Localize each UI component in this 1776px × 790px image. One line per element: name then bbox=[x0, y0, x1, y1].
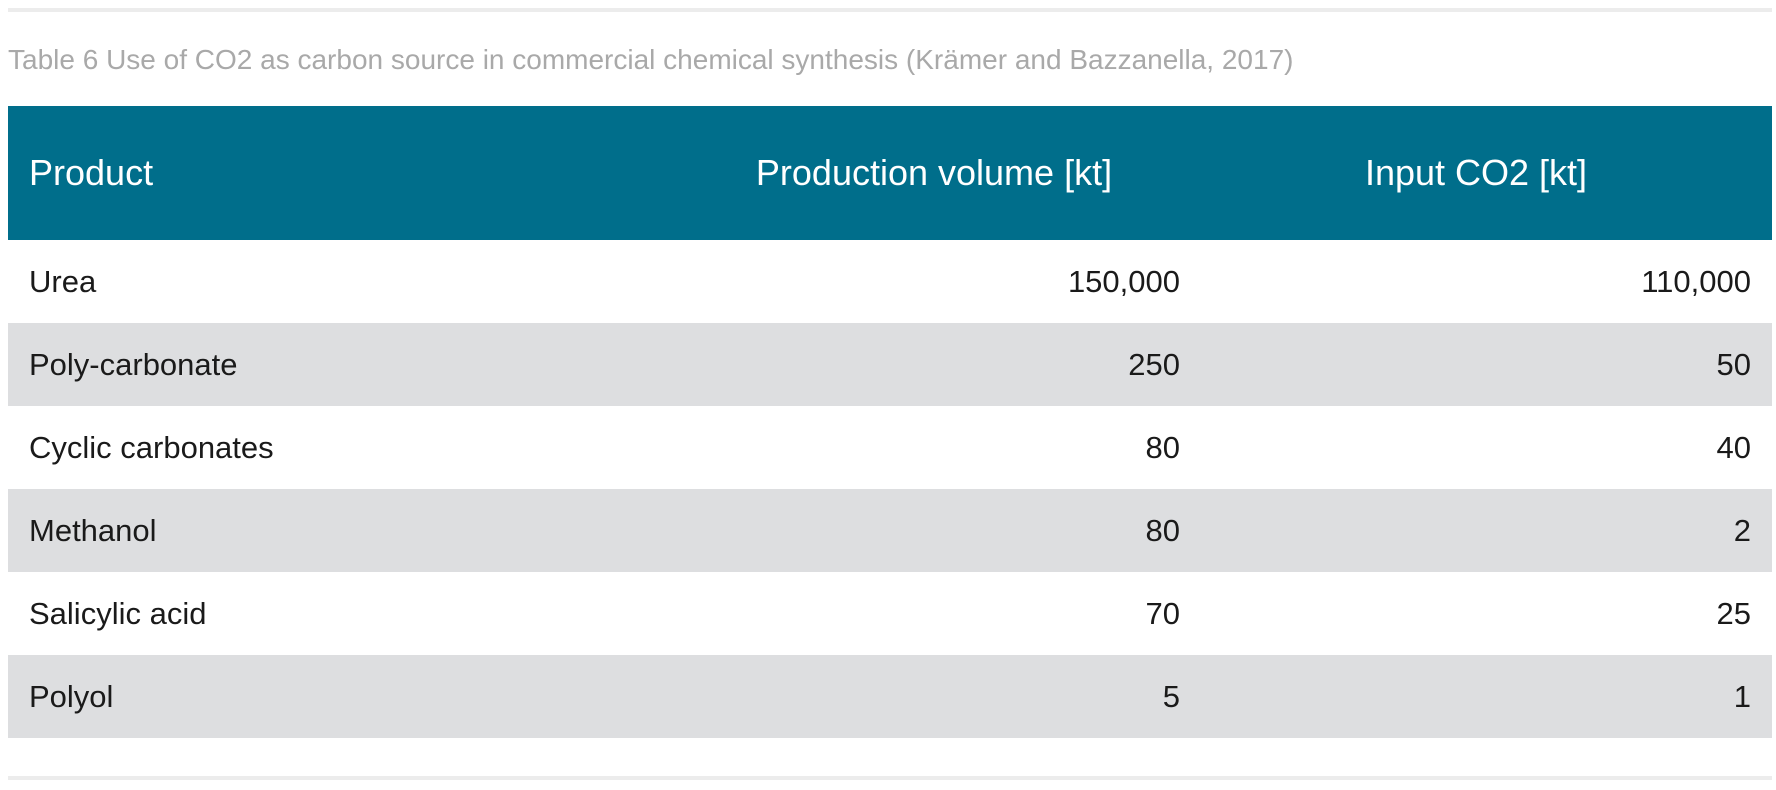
product-cell: Polyol bbox=[29, 678, 114, 714]
table-body: Urea 150,000 110,000 Poly-carbonate 250 … bbox=[8, 240, 1772, 738]
input-co2-cell: 1 bbox=[1733, 678, 1751, 714]
table-row: Urea 150,000 110,000 bbox=[8, 240, 1772, 323]
column-header-input-co2: Input CO2 [kt] bbox=[1364, 152, 1588, 193]
top-divider bbox=[8, 8, 1772, 12]
bottom-divider bbox=[8, 776, 1772, 780]
column-header-product: Product bbox=[29, 152, 154, 193]
input-co2-cell: 40 bbox=[1716, 429, 1751, 465]
co2-usage-table: Product Production volume [kt] Input CO2… bbox=[8, 106, 1772, 738]
production-volume-cell: 150,000 bbox=[1067, 263, 1180, 299]
table-row: Poly-carbonate 250 50 bbox=[8, 323, 1772, 406]
table-row: Salicylic acid 70 25 bbox=[8, 572, 1772, 655]
input-co2-cell: 25 bbox=[1716, 595, 1751, 631]
production-volume-cell: 80 bbox=[1145, 429, 1180, 465]
input-co2-cell: 2 bbox=[1733, 512, 1751, 548]
product-cell: Methanol bbox=[29, 512, 157, 548]
table-caption: Table 6 Use of CO2 as carbon source in c… bbox=[8, 44, 1294, 75]
product-cell: Cyclic carbonates bbox=[29, 429, 274, 465]
table-header: Product Production volume [kt] Input CO2… bbox=[8, 106, 1772, 240]
product-cell: Poly-carbonate bbox=[29, 346, 238, 382]
production-volume-cell: 70 bbox=[1145, 595, 1180, 631]
input-co2-cell: 50 bbox=[1716, 346, 1751, 382]
header-row: Product Production volume [kt] Input CO2… bbox=[8, 106, 1772, 240]
production-volume-cell: 5 bbox=[1162, 678, 1180, 714]
production-volume-cell: 80 bbox=[1145, 512, 1180, 548]
table-row: Cyclic carbonates 80 40 bbox=[8, 406, 1772, 489]
product-cell: Salicylic acid bbox=[29, 595, 207, 631]
column-header-production-volume: Production volume [kt] bbox=[755, 152, 1113, 193]
product-cell: Urea bbox=[29, 263, 97, 299]
input-co2-cell: 110,000 bbox=[1641, 263, 1751, 299]
table-row: Polyol 5 1 bbox=[8, 655, 1772, 738]
table-row: Methanol 80 2 bbox=[8, 489, 1772, 572]
production-volume-cell: 250 bbox=[1128, 346, 1180, 382]
